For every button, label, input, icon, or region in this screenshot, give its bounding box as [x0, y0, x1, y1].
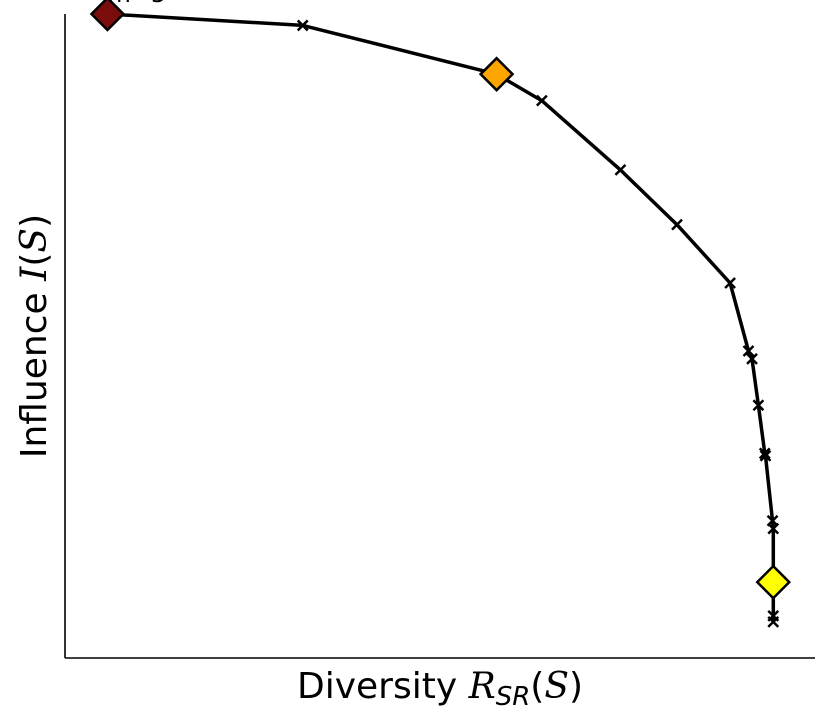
highlight-diamond — [478, 56, 515, 92]
axes — [64, 14, 815, 659]
x-marker — [614, 164, 627, 176]
x-axis-title: Diversity RSR(S) — [297, 666, 583, 712]
point-annotation: m=5 — [107, 0, 166, 8]
x-marker — [742, 345, 755, 357]
x-marker — [746, 352, 758, 365]
x-marker — [752, 399, 765, 412]
x-marker — [759, 449, 772, 462]
x-marker — [767, 522, 780, 535]
x-marker — [536, 94, 548, 107]
y-axis-title: Influence I(S) — [14, 214, 55, 458]
highlight-diamond — [755, 564, 792, 600]
highlight-diamond — [89, 0, 126, 32]
x-marker — [671, 218, 683, 231]
x-marker — [724, 277, 736, 289]
x-marker — [296, 19, 309, 32]
x-marker — [767, 616, 780, 628]
series-line — [107, 12, 776, 622]
annotation-layer: m=5 — [107, 0, 166, 8]
series-layer — [107, 12, 776, 622]
marker-layer — [89, 0, 792, 628]
